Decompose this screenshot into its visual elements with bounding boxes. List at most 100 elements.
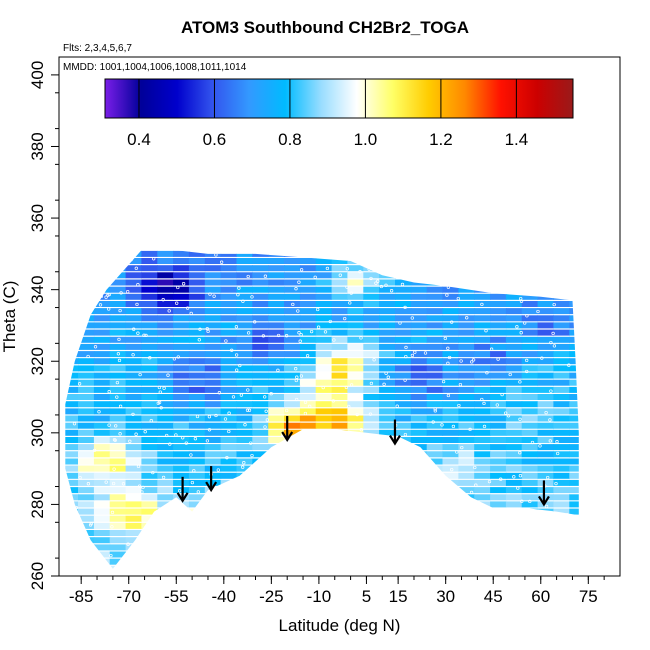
heatmap-cell [315,250,333,257]
heatmap-cell [363,451,380,458]
heatmap-cell [236,522,253,529]
heatmap-cell [284,272,301,279]
heatmap-cell [442,322,459,329]
heatmap-cell [395,558,412,565]
heatmap-cell [284,530,301,536]
heatmap-cell [521,451,539,458]
heatmap-cell [78,308,95,315]
heatmap-cell [173,444,190,451]
observation-point [274,516,279,521]
heatmap-cell [395,258,412,264]
heatmap-cell [363,458,380,465]
heatmap-cell [188,429,206,436]
heatmap-cell [315,415,333,422]
heatmap-cell [284,329,301,336]
heatmap-cell [474,451,491,458]
heatmap-cell [521,429,539,436]
heatmap-cell [442,487,459,494]
observation-point [241,299,245,303]
observation-point [437,274,441,279]
heatmap-cell [585,272,601,278]
heatmap-cell [157,401,174,408]
observation-point [302,537,306,541]
heatmap-cell [93,408,111,415]
observation-point [551,331,555,336]
observation-point [368,259,372,263]
heatmap-cell [315,336,333,343]
heatmap-cell [442,379,459,386]
heatmap-cell [442,272,459,279]
heatmap-cell [363,365,380,372]
heatmap-cell [553,472,570,479]
colorbar-tick-label: 0.4 [127,130,151,149]
heatmap-cell [236,537,253,544]
heatmap-cell [458,386,475,393]
heatmap-cell [426,286,444,293]
heatmap-cell [299,301,317,307]
heatmap-cell [157,372,174,379]
heatmap-cell [157,558,174,565]
heatmap-cell [505,515,523,522]
heatmap-cell [141,544,158,551]
heatmap-cell [347,415,364,422]
heatmap-cell [395,544,412,551]
heatmap-cell [62,244,78,250]
heatmap-cell [553,465,570,472]
heatmap-cell [427,237,443,243]
heatmap-cell [410,308,428,315]
heatmap-cell [220,308,237,315]
observation-point [86,354,90,359]
heatmap-cell [474,501,491,508]
heatmap-cell [474,308,491,315]
y-tick-label: 340 [28,275,47,303]
observation-point [352,533,357,537]
heatmap-cell [442,558,459,565]
observation-point [144,538,148,543]
heatmap-cell [268,465,285,472]
heatmap-cell [363,329,380,336]
observation-point [404,345,408,350]
heatmap-cell [331,315,348,322]
heatmap-cell [78,301,95,307]
heatmap-cell [78,272,95,279]
heatmap-cell [78,537,95,544]
heatmap-cell [173,272,190,279]
heatmap-cell [141,451,158,458]
heatmap-cell [474,244,490,250]
heatmap-cell [490,494,507,501]
heatmap-cell [553,286,570,293]
heatmap-cell [490,329,507,336]
heatmap-cell [173,351,190,358]
heatmap-cell [426,458,444,465]
heatmap-cell [331,551,348,558]
heatmap-cell [220,458,237,465]
heatmap-cell [236,530,253,536]
heatmap-cell [474,544,491,551]
heatmap-cell [458,322,475,329]
heatmap-cell [442,437,459,443]
heatmap-cell [299,501,317,508]
observation-point [446,554,451,558]
observation-point [227,411,231,415]
observation-point [359,336,363,340]
heatmap-cell [141,422,158,429]
heatmap-cell [363,580,379,586]
heatmap-cell [252,358,269,365]
observation-point [355,485,359,489]
observation-point [184,441,188,445]
heatmap-cell [442,286,459,293]
observation-point [378,256,383,260]
heatmap-cell [331,322,348,329]
heatmap-cell [458,479,475,486]
heatmap-cell [109,472,127,479]
heatmap-cell [205,244,221,250]
heatmap-cell [236,365,253,372]
heatmap-cell [220,408,237,415]
heatmap-cell [188,401,206,408]
heatmap-cell [458,565,475,569]
heatmap-cell [474,394,491,400]
observation-point [523,321,527,325]
observation-point [119,291,123,295]
observation-point [158,390,162,394]
